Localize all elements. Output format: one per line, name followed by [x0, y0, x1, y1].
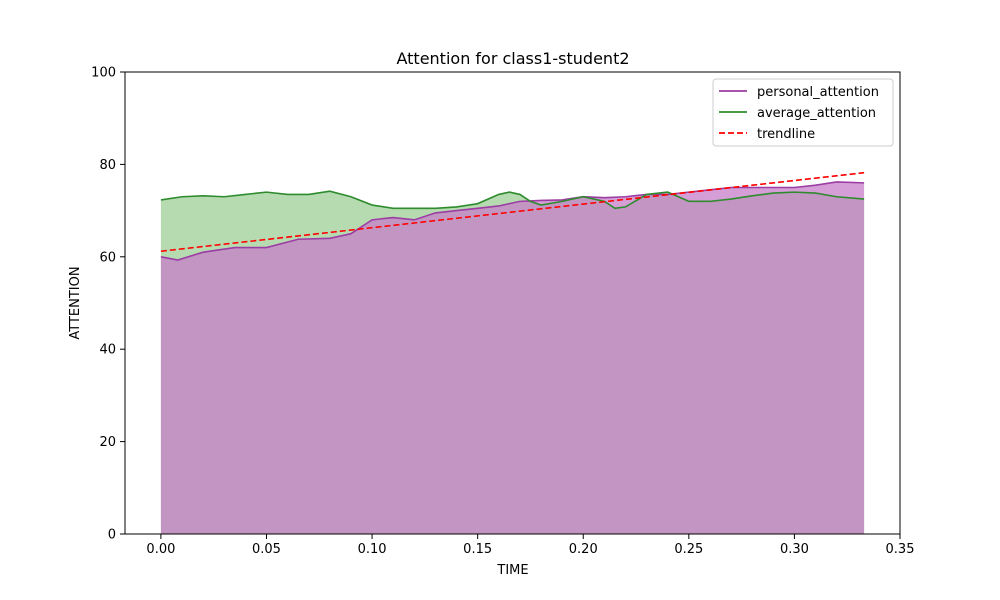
x-tick-label: 0.05	[252, 542, 281, 557]
x-tick-label: 0.10	[358, 542, 387, 557]
trendline-line	[160, 171, 865, 253]
legend-label-personal_attention: personal_attention	[757, 85, 879, 100]
x-tick-label: 0.20	[569, 542, 598, 557]
average_attention-line	[160, 190, 865, 210]
area-fills	[160, 181, 865, 535]
y-tick-label: 20	[99, 435, 116, 450]
series-lines	[160, 171, 865, 261]
personal_attention-area	[160, 181, 865, 534]
y-tick-label: 80	[99, 158, 116, 173]
plot-frame	[124, 71, 901, 535]
x-tick-label: 0.15	[463, 542, 492, 557]
chart-title: Attention for class1-student2	[396, 49, 629, 68]
legend-label-trendline: trendline	[757, 127, 815, 142]
x-tick-label: 0.35	[886, 542, 915, 557]
y-tick-label: 0	[108, 528, 116, 543]
legend-box	[712, 78, 894, 147]
y-tick-label: 100	[91, 66, 116, 81]
y-tick-label: 40	[99, 343, 116, 358]
y-axis-label: ATTENTION	[68, 266, 83, 339]
legend: personal_attention average_attentiontrend…	[712, 78, 894, 147]
legend-label-average_attention: average_attention	[757, 106, 876, 121]
x-axis: 0.00 0.05 0.10 0.15 0.20 0.25 0.30 0.35	[146, 534, 914, 557]
x-tick-label: 0.30	[780, 542, 809, 557]
y-axis: 0 20 40 60 80 100	[91, 66, 125, 543]
y-tick-label: 60	[99, 250, 116, 265]
x-tick-label: 0.25	[674, 542, 703, 557]
x-axis-label: TIME	[496, 563, 528, 578]
x-tick-label: 0.00	[146, 542, 175, 557]
